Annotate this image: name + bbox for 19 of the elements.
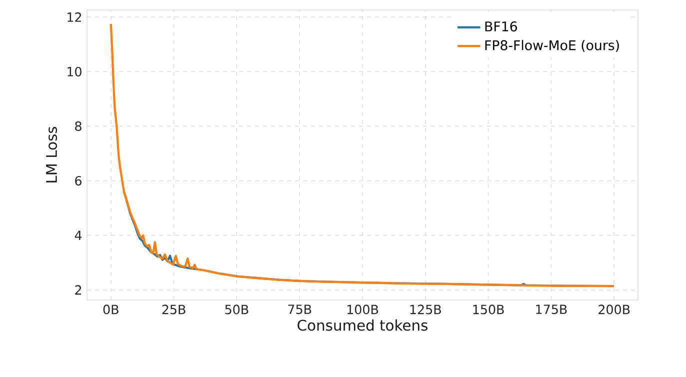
y-tick-label: 4 (74, 230, 82, 240)
x-tick-label: 25B (162, 304, 186, 314)
x-tick-label: 100B (347, 304, 378, 314)
y-tick-label: 10 (68, 66, 82, 76)
x-tick-label: 150B (473, 304, 504, 314)
y-tick-label: 2 (75, 285, 82, 295)
x-tick-label: 125B (410, 304, 441, 314)
x-tick-label: 200B (598, 304, 630, 314)
x-tick-label: 50B (225, 304, 248, 314)
legend-label: BF16 (485, 21, 517, 32)
x-tick-label: 75B (288, 304, 312, 314)
x-tick-label: 175B (536, 304, 567, 314)
x-axis-title: Consumed tokens (298, 319, 428, 331)
y-tick-label: 8 (75, 121, 82, 132)
y-axis-title: LM Loss (46, 126, 58, 182)
y-tick-label: 12 (68, 12, 82, 22)
x-tick-label: 0B (103, 304, 118, 314)
y-tick-label: 6 (75, 176, 82, 186)
legend-label: FP8-Flow-MoE (ours) (485, 40, 619, 52)
